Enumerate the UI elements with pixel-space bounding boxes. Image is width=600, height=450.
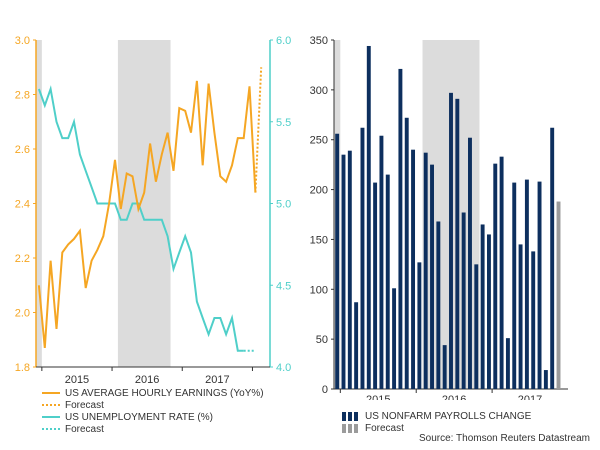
x-tick-label: 2016 [442,394,466,400]
right-y-tick-label: 5.0 [276,199,291,211]
legend-payrolls-forecast: Forecast [342,422,531,434]
payroll-forecast-bar [556,201,561,389]
payroll-bar [373,182,378,389]
payroll-bar [543,370,548,389]
payroll-bar [449,92,453,389]
earnings-swatch [42,392,60,394]
payroll-bar [537,181,542,389]
payroll-bar [430,164,434,389]
y-tick-label: 300 [310,85,328,97]
payroll-bar [392,288,397,389]
earnings-line [37,80,257,348]
left-y-tick-label: 2.4 [15,199,30,211]
earnings-forecast-line [254,67,263,193]
payroll-bar [518,244,523,389]
legend-payrolls-label: US NONFARM PAYROLLS CHANGE [365,410,532,422]
payroll-bar [468,137,472,389]
legend-unemployment-forecast: Forecast [42,423,264,435]
y-tick-label: 250 [310,135,328,147]
payroll-bar [335,133,340,389]
payroll-bar [436,221,441,389]
payrolls-swatch [342,411,360,421]
shaded-region-0 [36,40,42,367]
payroll-bar [398,68,403,389]
legend-earnings-forecast-label: Forecast [65,399,104,411]
right-legend: US NONFARM PAYROLLS CHANGE Forecast [342,410,531,434]
payrolls-forecast-swatch [342,423,360,433]
payroll-bar [411,149,416,389]
legend-unemployment-forecast-label: Forecast [65,423,104,435]
payroll-bar [505,338,510,389]
right-y-tick-label: 6.0 [276,35,291,47]
legend-payrolls: US NONFARM PAYROLLS CHANGE [342,410,531,422]
legend-unemployment: US UNEMPLOYMENT RATE (%) [42,411,264,423]
payroll-bar [499,156,504,389]
source-note: Source: Thomson Reuters Datastream [418,433,590,444]
right-y-tick-label: 5.5 [276,117,291,129]
x-tick-label: 2015 [65,374,89,385]
earnings-forecast-swatch [42,404,60,406]
payroll-bar [480,224,485,389]
payroll-bar [461,212,466,389]
y-tick-label: 50 [316,334,328,346]
x-tick-label: 2015 [366,394,390,400]
left-y-tick-label: 2.6 [15,144,30,156]
payrolls-chart: 0 50 100 150 200 250 300 350 2015 2016 2017 [310,35,568,400]
payroll-bar [347,150,352,389]
payroll-bar [486,234,491,389]
payroll-bar [341,154,346,389]
payroll-bar [524,179,529,389]
unemployment-line [37,85,244,352]
x-tick-label: 2017 [205,374,229,385]
y-tick-label: 100 [310,284,328,296]
unemployment-swatch [42,416,60,418]
payroll-bar [512,182,517,389]
payroll-bar [474,264,479,389]
y-tick-label: 350 [310,35,328,47]
payroll-bar [360,127,365,390]
payroll-bar [417,262,422,389]
payroll-bar [366,45,371,390]
legend-earnings: US AVERAGE HOURLY EARNINGS (YoY%) [42,387,264,399]
legend-earnings-label: US AVERAGE HOURLY EARNINGS (YoY%) [65,387,264,399]
left-y-tick-label: 1.8 [15,362,30,374]
left-y-tick-label: 2.0 [15,308,30,320]
x-tick-label: 2016 [135,374,159,385]
payroll-bar [455,98,460,390]
payroll-bar [442,345,447,389]
legend-unemployment-label: US UNEMPLOYMENT RATE (%) [65,411,213,423]
payroll-bar [354,302,359,389]
unemployment-forecast-swatch [42,428,60,430]
payroll-bar [423,152,428,389]
payroll-bar [493,163,498,389]
x-tick-label: 2017 [518,394,542,400]
legend-payrolls-forecast-label: Forecast [365,422,404,434]
left-y-tick-label: 3.0 [15,35,30,47]
left-y-tick-label: 2.2 [15,253,30,265]
right-y-tick-label: 4.0 [276,362,291,374]
y-tick-label: 200 [310,185,328,197]
earnings-unemployment-chart: 1.8 2.0 2.2 2.4 2.6 2.8 3.0 4.0 4.5 5.0 5.5 6.0 2015… [15,35,292,385]
shaded-region-1 [117,40,171,367]
y-tick-label: 0 [322,384,328,396]
legend-earnings-forecast: Forecast [42,399,264,411]
payroll-bar [550,127,555,390]
payroll-bar [379,135,384,389]
left-legend: US AVERAGE HOURLY EARNINGS (YoY%) Foreca… [42,387,264,435]
y-tick-label: 150 [310,234,328,246]
payroll-bar [404,117,409,389]
right-y-tick-label: 4.5 [276,280,291,292]
payroll-bar [385,174,390,389]
payroll-bar [531,251,536,389]
left-y-tick-label: 2.8 [15,90,30,102]
